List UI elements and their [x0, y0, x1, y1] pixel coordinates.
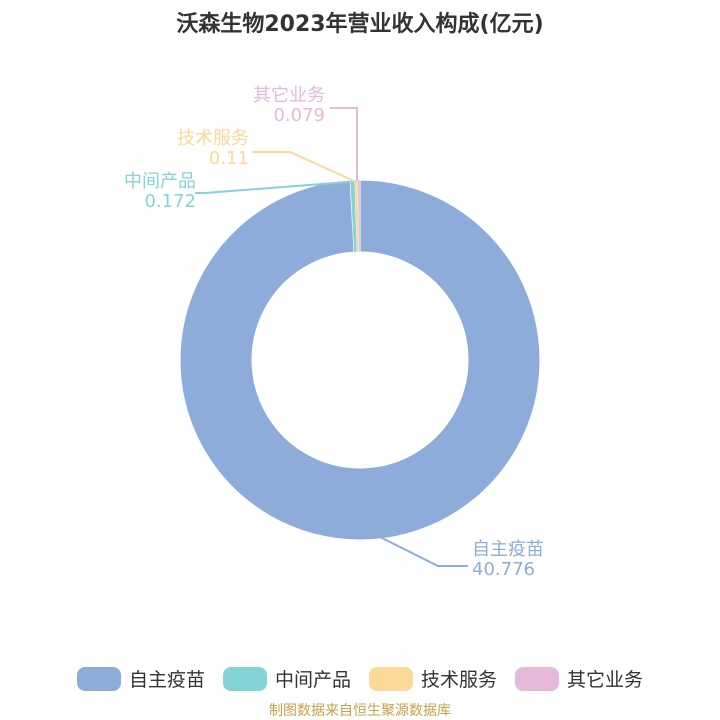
callout-name: 中间产品: [124, 171, 196, 192]
legend-label: 中间产品: [274, 669, 351, 691]
legend-swatch: [369, 666, 413, 691]
legend-label: 其它业务: [567, 669, 644, 691]
legend-label: 自主疫苗: [128, 669, 205, 691]
callout-label-中间产品: 中间产品 0.172: [124, 172, 196, 212]
donut-slice-其它业务[interactable]: [357, 179, 361, 253]
donut-slices: [179, 179, 541, 541]
leader-line-其它业务: [330, 107, 358, 181]
legend-item-技术服务[interactable]: 技术服务: [369, 665, 497, 692]
leader-line-中间产品: [195, 181, 349, 194]
callout-value: 0.11: [208, 148, 249, 169]
legend-label: 技术服务: [421, 669, 498, 691]
legend-item-其它业务[interactable]: 其它业务: [515, 665, 643, 692]
legend-item-中间产品[interactable]: 中间产品: [222, 665, 351, 692]
legend-swatch: [515, 666, 560, 691]
legend-swatch: [76, 666, 121, 691]
legend-swatch: [222, 666, 267, 691]
callout-value: 0.172: [144, 191, 196, 212]
leader-line-技术服务: [252, 151, 355, 182]
callout-label-其它业务: 其它业务 0.079: [253, 86, 325, 126]
callout-label-自主疫苗: 自主疫苗 40.776: [472, 540, 544, 580]
callout-leaders: [195, 107, 468, 567]
legend-item-自主疫苗[interactable]: 自主疫苗: [76, 665, 205, 692]
callout-value: 40.776: [472, 559, 535, 580]
legend: 自主疫苗 中间产品 技术服务 其它业务: [0, 665, 720, 692]
callout-value: 0.079: [273, 105, 325, 126]
leader-line-自主疫苗: [379, 536, 468, 567]
callout-name: 自主疫苗: [472, 539, 544, 560]
callout-name: 技术服务: [177, 128, 249, 149]
callout-name: 其它业务: [253, 85, 325, 106]
donut-slice-自主疫苗[interactable]: [179, 179, 541, 541]
callout-label-技术服务: 技术服务 0.11: [177, 129, 249, 169]
source-note: 制图数据来自恒生聚源数据库: [269, 703, 451, 719]
chart-title: 沃森生物2023年营业收入构成(亿元): [176, 12, 544, 37]
